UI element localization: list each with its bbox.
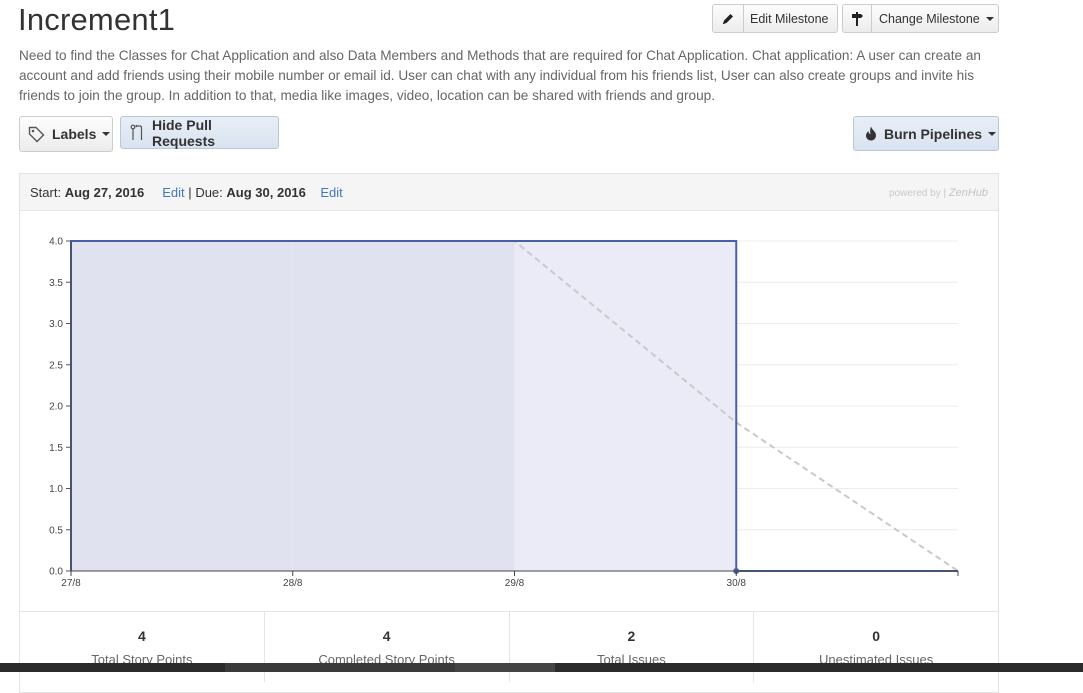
change-milestone-label: Change Milestone bbox=[879, 11, 980, 26]
edit-due-link[interactable]: Edit bbox=[320, 185, 343, 200]
signpost-icon bbox=[843, 5, 872, 32]
y-tick-label: 1.0 bbox=[49, 484, 63, 495]
chevron-down-icon bbox=[985, 16, 994, 21]
pencil-icon bbox=[713, 5, 744, 32]
chevron-down-icon bbox=[988, 131, 997, 136]
y-tick-label: 2.5 bbox=[49, 360, 63, 371]
due-label: Due: bbox=[195, 185, 223, 200]
pull-request-icon bbox=[130, 124, 144, 141]
y-tick-label: 3.5 bbox=[49, 278, 63, 289]
start-label: Start: bbox=[30, 185, 62, 200]
stat-value: 4 bbox=[382, 628, 391, 644]
labels-label: Labels bbox=[52, 126, 97, 142]
start-date: Aug 27, 2016 bbox=[64, 185, 145, 200]
y-tick-label: 0.0 bbox=[49, 567, 63, 578]
separator: | bbox=[188, 185, 192, 200]
chevron-down-icon bbox=[102, 132, 111, 136]
hide-pull-requests-label: Hide Pull Requests bbox=[152, 116, 216, 149]
taskbar-strip bbox=[0, 663, 1083, 672]
edit-milestone-button[interactable]: Edit Milestone bbox=[712, 4, 838, 33]
labels-button[interactable]: Labels bbox=[19, 116, 113, 152]
milestone-description: Need to find the Classes for Chat Applic… bbox=[19, 48, 981, 103]
zenhub-logo: ZenHub bbox=[948, 187, 988, 199]
x-tick-label: 28/8 bbox=[283, 578, 303, 589]
flame-icon bbox=[865, 126, 877, 141]
x-tick-label: 30/8 bbox=[727, 578, 747, 589]
burn-pipelines-label: Burn Pipelines bbox=[884, 125, 983, 142]
change-milestone-button[interactable]: Change Milestone bbox=[842, 4, 999, 33]
area-segment bbox=[514, 241, 737, 571]
burndown-chart: 0.0 0.5 1.0 1.5 2.0 2.5 3.0 3.5 4.0 27/8 28/8 29/8 3… bbox=[49, 237, 959, 589]
x-tick-label: 29/8 bbox=[505, 578, 525, 589]
edit-milestone-label: Edit Milestone bbox=[750, 11, 829, 26]
edit-start-link[interactable]: Edit bbox=[162, 185, 185, 200]
y-tick-label: 4.0 bbox=[49, 237, 63, 248]
powered-by-label: powered by | bbox=[889, 188, 947, 199]
y-tick-label: 1.5 bbox=[49, 443, 63, 454]
powered-by-zenhub[interactable]: powered by | ZenHub bbox=[889, 187, 988, 199]
stat-value: 4 bbox=[137, 628, 146, 644]
y-tick-label: 0.5 bbox=[49, 525, 63, 536]
tag-icon bbox=[28, 126, 45, 143]
y-tick-label: 2.0 bbox=[49, 402, 63, 413]
area-segment bbox=[71, 241, 293, 571]
area-segment bbox=[292, 241, 515, 571]
stat-value: 0 bbox=[872, 628, 881, 644]
milestone-title: Increment1 bbox=[18, 2, 176, 37]
hide-pull-requests-button[interactable]: Hide Pull Requests bbox=[120, 116, 279, 149]
burn-pipelines-button[interactable]: Burn Pipelines bbox=[853, 116, 999, 151]
panel-header: Start: Aug 27, 2016 Edit | Due: Aug 30, … bbox=[20, 174, 998, 211]
due-date: Aug 30, 2016 bbox=[226, 185, 306, 200]
stat-value: 2 bbox=[627, 628, 636, 644]
y-tick-label: 3.0 bbox=[49, 319, 63, 330]
x-tick-label: 27/8 bbox=[61, 578, 81, 589]
burndown-panel: Start: Aug 27, 2016 Edit | Due: Aug 30, … bbox=[19, 173, 999, 693]
